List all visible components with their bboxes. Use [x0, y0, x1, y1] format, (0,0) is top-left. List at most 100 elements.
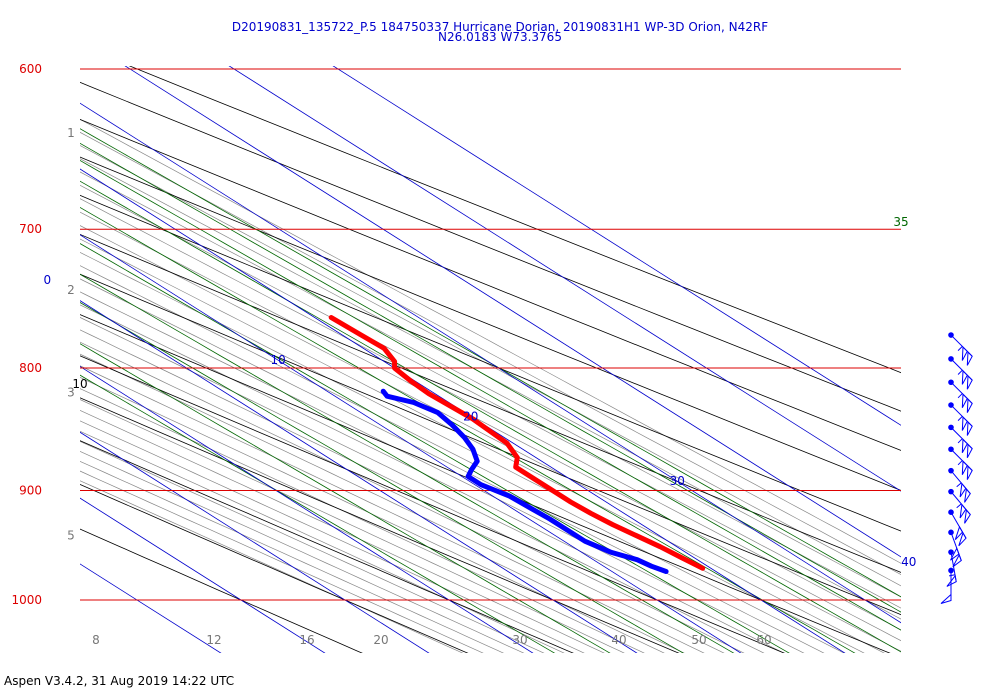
- moist-adiabat-line: [80, 430, 565, 653]
- bottom-scale-label: 50: [691, 633, 706, 647]
- moist-adiabat-line: [80, 171, 901, 609]
- moist-adiabat-line: [80, 376, 665, 653]
- isotherm-line: [80, 168, 846, 653]
- wind-barb-flag: [964, 508, 971, 524]
- moist-adiabat-line: [80, 145, 901, 587]
- moist-adiabat-line: [80, 184, 901, 620]
- footer-version-timestamp: Aspen V3.4.2, 31 Aug 2019 14:22 UTC: [4, 674, 235, 688]
- mixing-ratio-line: [80, 243, 790, 653]
- moist-adiabat-line: [80, 238, 885, 653]
- dry-adiabat-line: [80, 273, 901, 616]
- wind-barb-flag: [959, 482, 967, 498]
- altitude-label: 3: [67, 385, 75, 399]
- wind-barb: [948, 424, 973, 459]
- moist-adiabats: [80, 118, 901, 653]
- wind-barb-flag: [946, 574, 957, 587]
- wind-barb-half: [957, 416, 963, 421]
- isotherm-line: [80, 234, 742, 653]
- isotherm-line: [228, 66, 901, 492]
- moist-adiabat-line: [80, 460, 505, 653]
- wind-barb-half: [957, 346, 963, 351]
- wind-barb-flag: [958, 531, 967, 547]
- mixing-ratio-lines: [80, 128, 901, 653]
- pressure-label: 800: [19, 361, 42, 375]
- moist-adiabat-line: [80, 278, 825, 653]
- wind-barb-flag: [959, 503, 967, 519]
- wind-barb-flag: [966, 398, 973, 413]
- moist-adiabat-line: [80, 470, 484, 653]
- moist-adiabat-line: [80, 399, 625, 653]
- dry-adiabat-line: [80, 314, 891, 653]
- wind-barb-flag: [966, 420, 973, 436]
- moist-adiabat-line: [80, 265, 845, 653]
- wind-barb-half: [948, 574, 956, 577]
- dry-adiabat-line: [80, 483, 469, 653]
- mixing-ratio-line: [80, 180, 901, 653]
- bottom-scale-label: 30: [512, 633, 527, 647]
- wind-barb-flag: [950, 547, 960, 561]
- pressure-label: 900: [19, 483, 42, 497]
- moist-adiabat-line: [80, 480, 464, 653]
- moist-adiabat-line: [80, 211, 901, 642]
- isotherm-label: 20: [463, 409, 478, 423]
- wind-barb: [948, 402, 973, 436]
- mixing-ratio-line: [80, 142, 901, 613]
- dry-adiabats: [80, 66, 901, 653]
- wind-barb-flag: [961, 345, 968, 361]
- wind-barb: [948, 467, 971, 503]
- moist-adiabat-line: [80, 409, 605, 653]
- temperature-profile-line: [328, 315, 706, 571]
- isotherm-line: [80, 497, 326, 653]
- moist-adiabat-line: [80, 451, 525, 653]
- wind-barb-flag: [961, 460, 968, 475]
- wind-barb: [948, 379, 973, 413]
- dry-adiabat-line: [80, 194, 901, 532]
- dry-adiabat-line: [128, 66, 901, 374]
- chart-title: D20190831_135722_P.5 184750337 Hurricane…: [231, 20, 769, 34]
- wind-barb-half: [956, 482, 962, 488]
- moist-adiabat-line: [80, 252, 865, 653]
- isotherm-label: 10: [271, 353, 286, 367]
- mixing-ratio-line: [80, 128, 901, 598]
- isotherm-line: [80, 300, 638, 653]
- moist-adiabat-line: [80, 341, 725, 653]
- isotherms: [80, 66, 901, 653]
- chart-subtitle-location: N26.0183 W73.3765: [438, 30, 562, 44]
- sounding-profiles: [328, 315, 706, 574]
- isotherm-label: 40: [901, 555, 916, 569]
- mixing-ratio-line: [80, 374, 556, 653]
- wind-barb-flag: [966, 350, 973, 366]
- isotherm-label: 30: [670, 474, 685, 488]
- wind-barb: [948, 509, 967, 547]
- wind-barb: [948, 529, 962, 568]
- dry-adiabat-line: [80, 156, 901, 491]
- bottom-scale-label: 16: [299, 633, 314, 647]
- dry-adiabat-label: 10: [72, 377, 87, 391]
- dry-adiabat-line: [80, 440, 574, 653]
- isotherm-line: [80, 102, 901, 624]
- wind-barb-flag: [966, 443, 973, 459]
- isotherm-line: [332, 66, 901, 426]
- mixing-ratio-line: [80, 343, 611, 653]
- wind-barb: [948, 356, 973, 390]
- wind-barb-flag: [961, 393, 968, 408]
- wind-barb-flag: [961, 438, 968, 454]
- wind-barb-flag: [952, 553, 962, 568]
- dry-adiabat-line: [80, 81, 901, 412]
- altitude-label: 5: [67, 529, 75, 543]
- moist-adiabat-line: [80, 353, 705, 653]
- moist-adiabat-line: [80, 365, 685, 653]
- pressure-label: 1000: [11, 593, 42, 607]
- bottom-scale-label: 20: [373, 633, 388, 647]
- wind-barb: [948, 332, 973, 366]
- isotherm-line: [80, 365, 534, 653]
- moist-adiabat-line: [80, 388, 645, 653]
- moist-adiabat-line: [80, 317, 765, 653]
- dry-adiabat-line: [80, 233, 901, 573]
- dry-adiabat-line: [80, 528, 363, 653]
- isotherm-line: [124, 66, 901, 558]
- wind-barb-flag: [966, 374, 973, 390]
- wind-barb-half: [957, 438, 963, 444]
- dewpoint-profile-line: [380, 388, 669, 574]
